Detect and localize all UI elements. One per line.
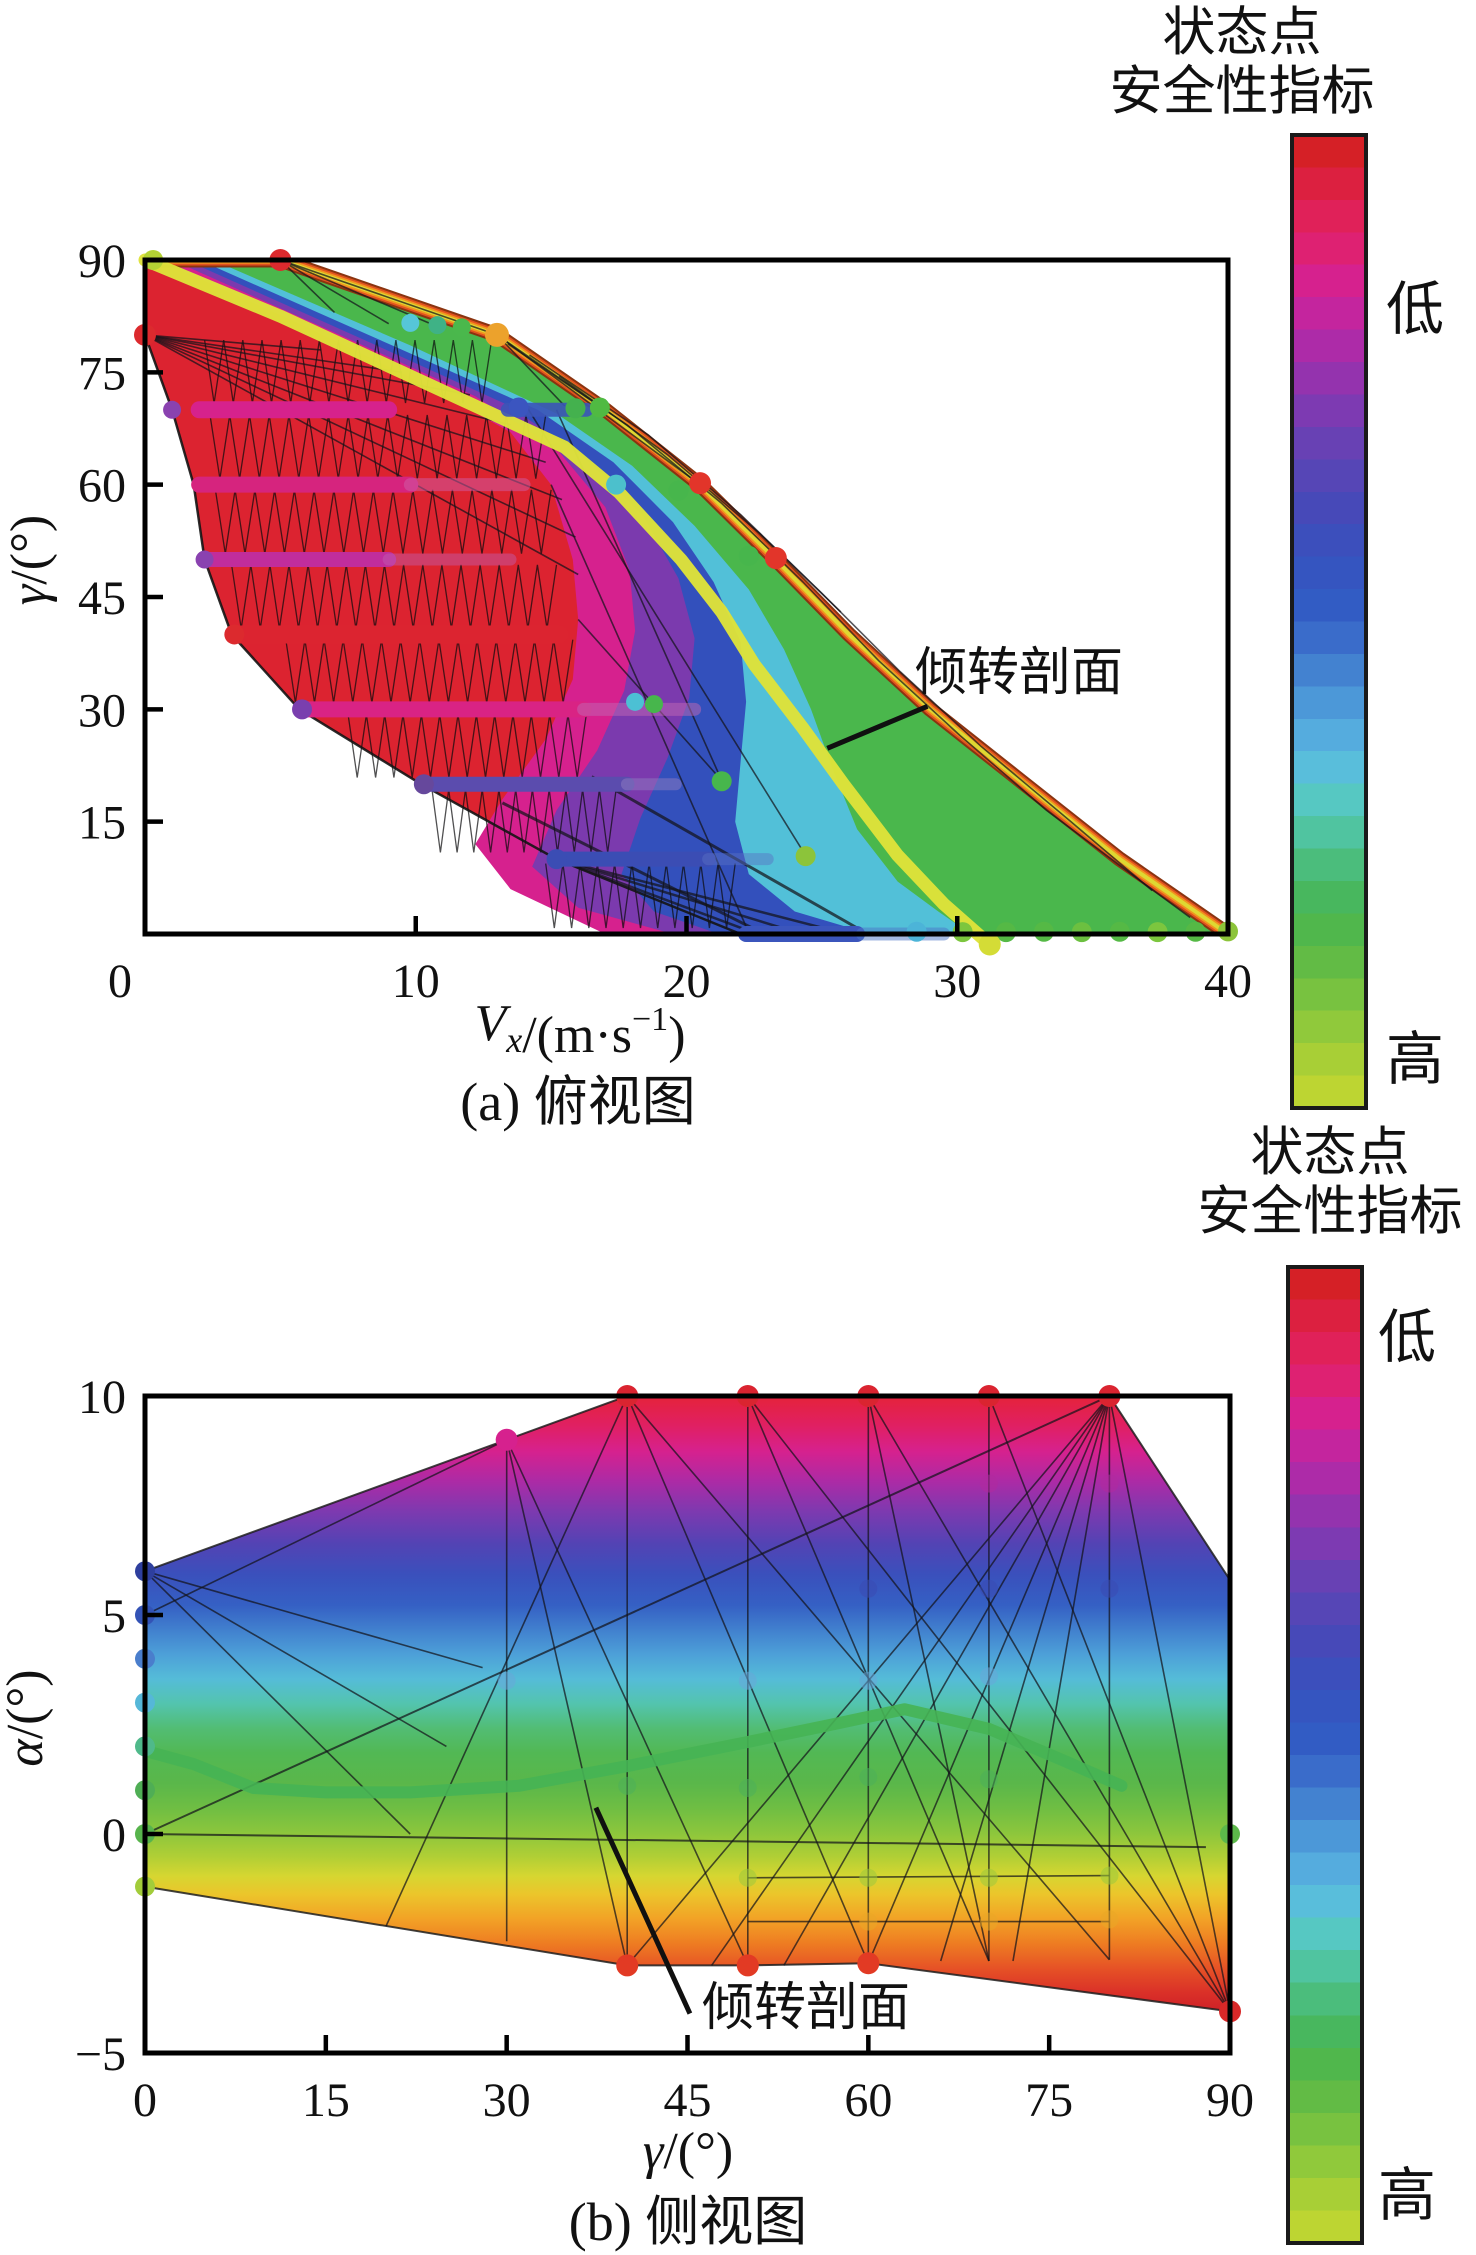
svg-text:30: 30 [933, 955, 981, 1008]
svg-text:γ/(°): γ/(°) [1, 515, 58, 605]
svg-text:30: 30 [78, 684, 126, 737]
colorbar-a-low-label: 低 [1386, 277, 1445, 342]
svg-text:0: 0 [102, 1809, 126, 1862]
svg-text:Vx/(m·s−1): Vx/(m·s−1) [474, 995, 685, 1064]
svg-text:10: 10 [392, 955, 440, 1008]
svg-text:0: 0 [108, 955, 132, 1008]
colorbar-a [1290, 133, 1368, 1110]
svg-text:15: 15 [302, 2074, 350, 2127]
tilt-profile-annotation-a: 倾转剖面 [915, 645, 1124, 702]
svg-text:0: 0 [133, 2074, 157, 2127]
svg-text:20: 20 [663, 955, 711, 1008]
tilt-profile-annotation-b: 倾转剖面 [702, 1980, 911, 2037]
colorbar-b-title-line2: 安全性指标 [1197, 1183, 1463, 1242]
colorbar-a-title: 状态点 安全性指标 [1072, 4, 1412, 123]
colorbar-a-title-line1: 状态点 [1162, 4, 1322, 62]
svg-text:45: 45 [664, 2074, 712, 2127]
svg-text:α/(°): α/(°) [0, 1669, 54, 1766]
colorbar-b-high-label: 高 [1378, 2163, 1437, 2228]
svg-text:75: 75 [1025, 2074, 1073, 2127]
svg-text:60: 60 [844, 2074, 892, 2127]
svg-text:5: 5 [102, 1590, 126, 1643]
svg-text:15: 15 [78, 797, 126, 850]
colorbar-b-title: 状态点 安全性指标 [1160, 1124, 1476, 1243]
colorbar-b-low-label: 低 [1378, 1305, 1437, 1370]
svg-text:75: 75 [78, 347, 126, 400]
chart-b [135, 1385, 1242, 2023]
caption-chart-b: (b) 侧视图 [568, 2192, 808, 2252]
svg-text:90: 90 [1206, 2074, 1254, 2127]
svg-text:40: 40 [1204, 955, 1252, 1008]
svg-text:10: 10 [78, 1371, 126, 1424]
chart-a [134, 248, 1238, 956]
svg-text:60: 60 [78, 460, 126, 513]
caption-chart-a: (a) 俯视图 [460, 1072, 696, 1132]
svg-text:90: 90 [78, 235, 126, 288]
colorbar-b [1286, 1265, 1364, 2245]
colorbar-a-high-label: 高 [1386, 1027, 1445, 1092]
svg-text:−5: −5 [75, 2028, 126, 2081]
svg-text:γ/(°): γ/(°) [643, 2123, 733, 2180]
svg-text:45: 45 [78, 572, 126, 625]
colorbar-a-title-line2: 安全性指标 [1109, 63, 1375, 122]
colorbar-b-title-line1: 状态点 [1250, 1124, 1410, 1182]
svg-text:30: 30 [483, 2074, 531, 2127]
